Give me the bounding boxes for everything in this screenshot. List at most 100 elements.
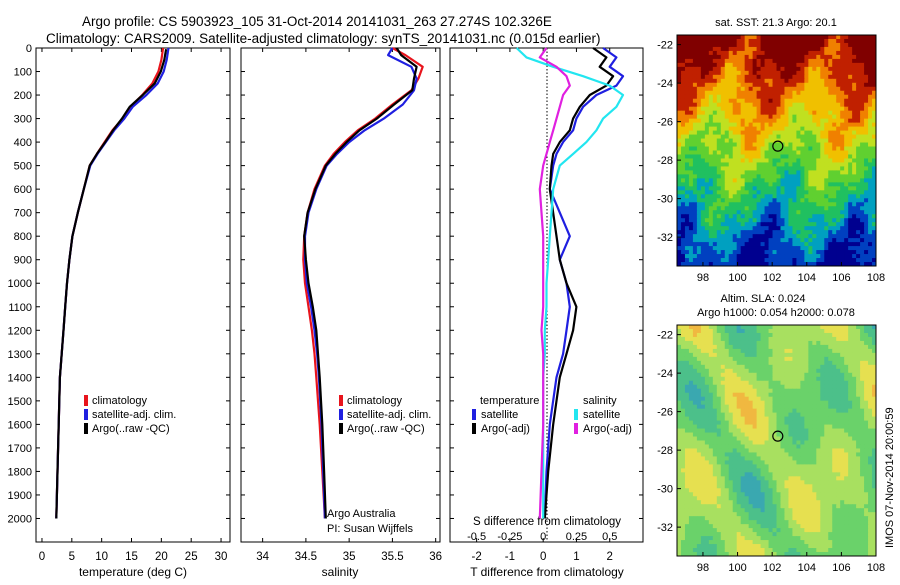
map-cell [681,79,685,83]
map-cell [788,67,792,71]
map-cell [864,250,868,254]
map-cell [832,425,836,429]
map-cell [761,206,765,210]
map-cell [769,151,773,155]
map-cell [689,67,693,71]
map-cell [792,425,796,429]
map-cell [701,341,705,345]
map-cell [697,464,701,468]
map-cell [701,397,705,401]
map-cell [717,254,721,258]
map-cell [697,238,701,242]
temperature-xlabel: temperature (deg C) [79,565,187,579]
map-cell [848,393,852,397]
map-cell [733,337,737,341]
map-cell [689,214,693,218]
map-cell [812,425,816,429]
map-cell [693,234,697,238]
map-cell [824,206,828,210]
map-cell [792,135,796,139]
map-cell [681,337,685,341]
map-cell [689,182,693,186]
map-cell [804,357,808,361]
map-cell [816,385,820,389]
map-cell [705,222,709,226]
map-lat-label: -32 [657,232,673,244]
map-cell [697,194,701,198]
legend-label: Argo(..raw -QC) [92,423,170,435]
map-cell [792,51,796,55]
map-cell [685,409,689,413]
map-cell [729,202,733,206]
map-cell [753,202,757,206]
map-lat-label: -30 [657,194,673,206]
map-cell [784,230,788,234]
map-cell [697,226,701,230]
map-cell [848,218,852,222]
map-cell [689,345,693,349]
map-cell [852,154,856,158]
map-cell [741,385,745,389]
map-cell [844,178,848,182]
map-cell [844,464,848,468]
map-cell [701,373,705,377]
map-cell [824,325,828,329]
map-cell [681,242,685,246]
map-cell [769,246,773,250]
map-cell [868,444,872,448]
map-cell [840,190,844,194]
map-cell [777,71,781,75]
map-cell [693,39,697,43]
map-cell [848,456,852,460]
map-cell [824,186,828,190]
map-cell [701,151,705,155]
map-cell [820,230,824,234]
map-cell [697,59,701,63]
map-cell [848,83,852,87]
map-cell [705,35,709,39]
map-cell [729,365,733,369]
map-cell [796,325,800,329]
map-cell [824,39,828,43]
map-cell [832,39,836,43]
map-cell [852,242,856,246]
map-cell [761,258,765,262]
legend-swatch [472,423,476,434]
map-cell [788,337,792,341]
map-cell [800,47,804,51]
map-cell [709,99,713,103]
map-cell [832,361,836,365]
map-cell [784,409,788,413]
map-cell [812,393,816,397]
map-cell [840,147,844,151]
map-cell [780,254,784,258]
map-cell [729,234,733,238]
map-cell [681,170,685,174]
map-cell [761,91,765,95]
map-cell [820,127,824,131]
map-cell [717,333,721,337]
map-cell [709,444,713,448]
map-cell [681,158,685,162]
map-cell [713,329,717,333]
map-cell [832,202,836,206]
map-cell [745,345,749,349]
map-cell [828,151,832,155]
map-cell [705,389,709,393]
map-cell [840,115,844,119]
map-cell [757,214,761,218]
map-cell [713,131,717,135]
map-cell [836,357,840,361]
map-cell [761,341,765,345]
map-cell [677,222,681,226]
map-cell [796,333,800,337]
map-cell [828,226,832,230]
map-cell [717,111,721,115]
map-cell [753,75,757,79]
map-cell [725,95,729,99]
map-cell [780,87,784,91]
map-cell [733,206,737,210]
map-cell [749,202,753,206]
map-cell [852,87,856,91]
map-cell [737,51,741,55]
